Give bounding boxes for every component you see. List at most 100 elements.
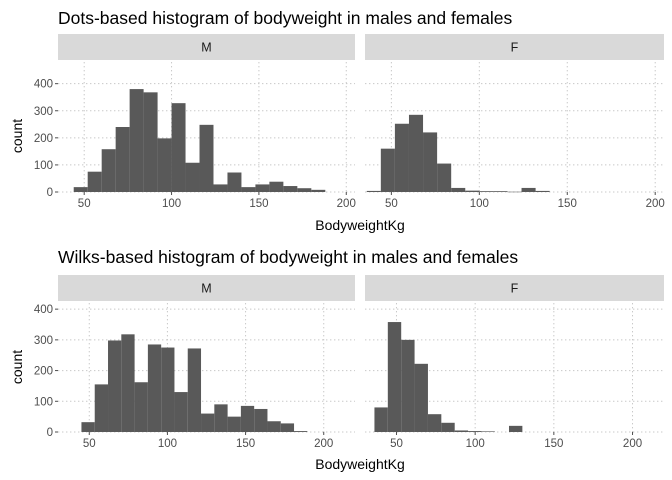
y-tick-label: 300 xyxy=(34,106,53,118)
x-tick-label: 100 xyxy=(162,198,181,210)
histogram-bar xyxy=(269,181,284,192)
histogram-bar xyxy=(201,413,215,432)
facet-panel-M: M 50 100 150 200 0 100 200 300 400 xyxy=(34,34,356,210)
histogram-bar xyxy=(387,322,402,432)
x-tick-label: 50 xyxy=(390,438,403,450)
histogram-bar xyxy=(437,163,452,192)
histogram-bar xyxy=(380,148,395,192)
chart-1: Dots-based histogram of bodyweight in ma… xyxy=(9,8,665,233)
x-tick-label: 50 xyxy=(78,198,91,210)
histogram-bar xyxy=(267,421,281,432)
histogram-bar xyxy=(213,184,228,192)
histogram-bar xyxy=(121,334,135,432)
y-axis-title: count xyxy=(9,119,25,153)
x-tick-label: 200 xyxy=(646,198,665,210)
y-tick-label: 400 xyxy=(34,79,53,91)
histogram-bar xyxy=(427,414,442,432)
y-tick-label: 400 xyxy=(34,304,53,316)
facet-strip-label: M xyxy=(201,41,211,55)
facet-panel-F: F 50 100 150 200 xyxy=(365,34,665,210)
histogram-bar xyxy=(254,408,268,432)
x-tick-label: 100 xyxy=(158,438,177,450)
x-tick-label: 50 xyxy=(83,438,96,450)
facet-strip-label: F xyxy=(511,282,519,296)
histogram-bar xyxy=(479,191,494,192)
y-tick-label: 200 xyxy=(34,366,53,378)
x-tick-label: 200 xyxy=(314,438,333,450)
facet-panel-M: M 50 100 150 200 0 100 200 300 400 xyxy=(34,275,355,450)
histogram-bar xyxy=(134,382,148,432)
histogram-bar xyxy=(507,191,522,193)
histogram-bar xyxy=(81,422,95,432)
histogram-bar xyxy=(454,430,469,432)
histogram-bar xyxy=(535,190,550,192)
chart-2: Wilks-based histogram of bodyweight in m… xyxy=(9,247,664,472)
histogram-bar xyxy=(227,172,242,192)
histogram-bar xyxy=(408,114,424,192)
y-tick-label: 200 xyxy=(34,133,53,145)
histogram-bar xyxy=(493,191,508,192)
histogram-bar xyxy=(108,340,122,432)
histogram-bar xyxy=(101,149,116,192)
x-tick-label: 100 xyxy=(466,438,485,450)
histogram-bar xyxy=(283,186,298,192)
histogram-bar xyxy=(115,127,130,192)
x-tick-label: 150 xyxy=(544,438,563,450)
histogram-bar xyxy=(187,348,202,432)
histogram-bar xyxy=(465,190,480,192)
histogram-bar xyxy=(521,187,536,192)
y-tick-label: 0 xyxy=(47,187,53,199)
x-axis-title: BodyweightKg xyxy=(315,456,405,472)
facet-strip xyxy=(58,275,355,301)
y-tick-label: 0 xyxy=(47,427,53,439)
histogram-bar xyxy=(280,423,295,432)
histogram-bar xyxy=(255,184,270,192)
x-tick-label: 150 xyxy=(236,438,255,450)
histogram-bar xyxy=(451,187,466,192)
histogram-bar xyxy=(185,162,200,192)
facet-strip-label: F xyxy=(511,41,519,55)
histogram-bar xyxy=(414,363,428,432)
histogram-bar xyxy=(374,407,388,432)
histogram-bar xyxy=(171,103,186,192)
facet-strip xyxy=(365,275,664,301)
y-tick-label: 300 xyxy=(34,335,53,347)
chart-title: Dots-based histogram of bodyweight in ma… xyxy=(58,8,513,28)
histogram-bar xyxy=(129,89,144,192)
histogram-bar xyxy=(161,347,175,432)
histogram-bar xyxy=(87,171,102,192)
x-axis-title: BodyweightKg xyxy=(315,217,405,233)
histogram-bar xyxy=(227,416,241,432)
histogram-bar xyxy=(147,344,162,432)
chart-title: Wilks-based histogram of bodyweight in m… xyxy=(58,247,518,267)
histogram-bar xyxy=(199,124,214,192)
facet-panel-F: F 50 100 150 200 xyxy=(365,275,664,450)
histogram-bar xyxy=(401,339,415,432)
histogram-bar xyxy=(394,123,409,192)
histogram-bar xyxy=(468,431,482,432)
histogram-bar xyxy=(441,422,455,432)
x-tick-label: 150 xyxy=(249,198,268,210)
histogram-bar xyxy=(174,392,188,432)
x-tick-label: 150 xyxy=(558,198,577,210)
facet-strip-label: M xyxy=(201,282,211,296)
x-tick-label: 200 xyxy=(337,198,356,210)
x-tick-label: 50 xyxy=(385,198,398,210)
facet-strip xyxy=(58,34,355,60)
y-tick-label: 100 xyxy=(34,160,53,172)
histogram-bar xyxy=(241,187,256,192)
y-axis-title: count xyxy=(9,350,25,384)
histogram-bar xyxy=(311,189,326,192)
histogram-bar xyxy=(240,405,255,432)
histogram-bar xyxy=(143,92,158,192)
x-tick-label: 200 xyxy=(623,438,642,450)
x-tick-label: 100 xyxy=(470,198,489,210)
histogram-bar xyxy=(214,404,228,432)
histogram-bar xyxy=(423,132,438,192)
y-tick-label: 100 xyxy=(34,396,53,408)
histogram-bar xyxy=(94,384,109,432)
histogram-bar xyxy=(73,187,88,192)
histogram-bar xyxy=(366,190,381,192)
histogram-bar xyxy=(481,431,495,432)
